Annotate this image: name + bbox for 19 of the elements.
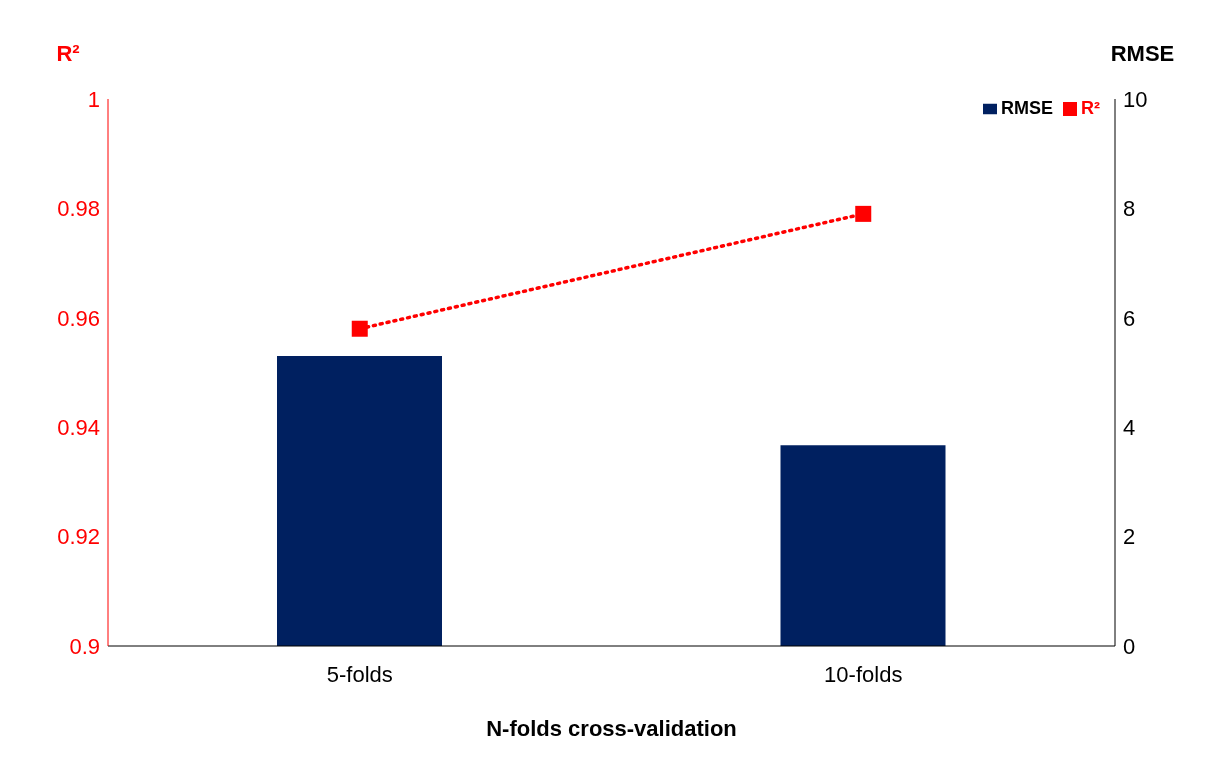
y2-axis-title: RMSE (1110, 41, 1175, 66)
legend-label: RMSE (1000, 98, 1053, 118)
y2-tick-label: 8 (1123, 196, 1136, 222)
x-tick-label: 10-folds (824, 661, 903, 687)
y2-tick-label: 0 (1123, 633, 1136, 659)
y-axis-title: R² (56, 41, 80, 66)
y-tick-label: 0.96 (57, 305, 100, 331)
legend-label: R² (1081, 98, 1100, 118)
y-tick-label: 1 (87, 86, 100, 112)
y2-tick-label: 6 (1123, 305, 1136, 331)
y2-tick-label: 2 (1123, 524, 1136, 550)
y-tick-label: 0.94 (57, 415, 100, 441)
y-tick-label: 0.98 (57, 196, 100, 222)
y2-tick-label: 4 (1123, 415, 1136, 441)
y-tick-label: 0.9 (69, 633, 100, 659)
y2-tick-label: 10 (1123, 86, 1148, 112)
x-axis-title: N-folds cross-validation (486, 716, 737, 741)
x-tick-label: 5-folds (326, 661, 393, 687)
y-tick-label: 0.92 (57, 524, 100, 550)
